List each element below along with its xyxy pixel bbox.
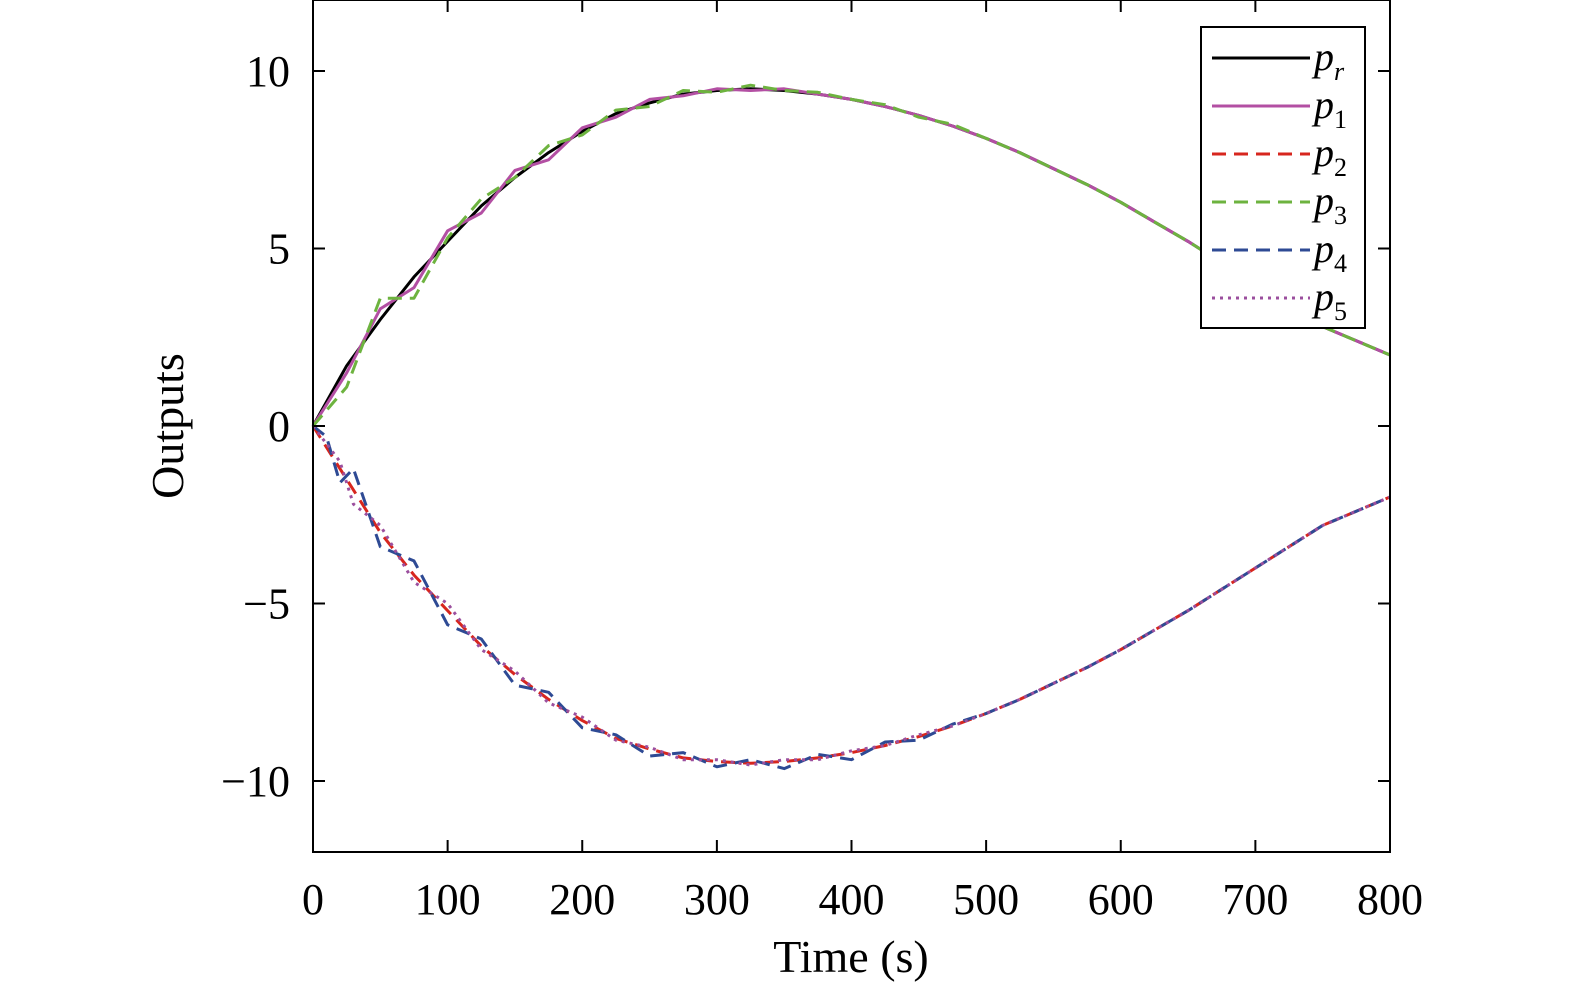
legend-label-subscript: 2 xyxy=(1334,153,1347,182)
x-tick-label: 0 xyxy=(302,875,324,924)
legend-label-base: p xyxy=(1311,130,1334,175)
legend-box xyxy=(1200,26,1366,329)
legend-label: p4 xyxy=(1311,226,1347,278)
legend-label: p3 xyxy=(1311,178,1347,230)
x-tick-label: 100 xyxy=(415,875,481,924)
x-tick-label: 200 xyxy=(549,875,615,924)
y-axis-label: Outputs xyxy=(142,353,193,499)
y-tick-label: −5 xyxy=(243,580,290,629)
series-layer xyxy=(311,83,1391,771)
series-line-p4 xyxy=(312,424,1391,771)
legend-label-base: p xyxy=(1311,178,1334,223)
y-tick-label: 5 xyxy=(268,225,290,274)
series-line-p5 xyxy=(311,425,1391,767)
legend-label: p5 xyxy=(1311,274,1347,326)
legend-label-subscript: 3 xyxy=(1334,201,1347,230)
tick-layer: 0 100 200 300 400 500 600 700 800 −10 −5 0 5 10 xyxy=(221,0,1423,924)
x-tick-label: 700 xyxy=(1222,875,1288,924)
legend-label: pr xyxy=(1311,34,1345,86)
x-tick-label: 400 xyxy=(819,875,885,924)
x-tick-label: 300 xyxy=(684,875,750,924)
legend-label-base: p xyxy=(1311,226,1334,271)
legend-label-base: p xyxy=(1311,34,1334,79)
legend-label: p1 xyxy=(1311,82,1347,134)
legend-label-base: p xyxy=(1311,82,1334,127)
legend-label-subscript: r xyxy=(1334,57,1345,86)
series-line-p3 xyxy=(311,83,1391,427)
y-tick-label: 0 xyxy=(268,402,290,451)
legend-label-subscript: 4 xyxy=(1334,249,1347,278)
plot-frame xyxy=(312,0,1391,853)
legend-label: p2 xyxy=(1311,130,1347,182)
y-tick-label: 10 xyxy=(246,47,290,96)
x-axis-label: Time (s) xyxy=(773,931,929,982)
y-tick-label: −10 xyxy=(221,757,290,806)
x-tick-label: 500 xyxy=(953,875,1019,924)
x-tick-label: 800 xyxy=(1357,875,1423,924)
legend-label-subscript: 1 xyxy=(1334,105,1347,134)
legend-label-subscript: 5 xyxy=(1334,297,1347,326)
x-tick-label: 600 xyxy=(1088,875,1154,924)
legend-label-base: p xyxy=(1311,274,1334,319)
